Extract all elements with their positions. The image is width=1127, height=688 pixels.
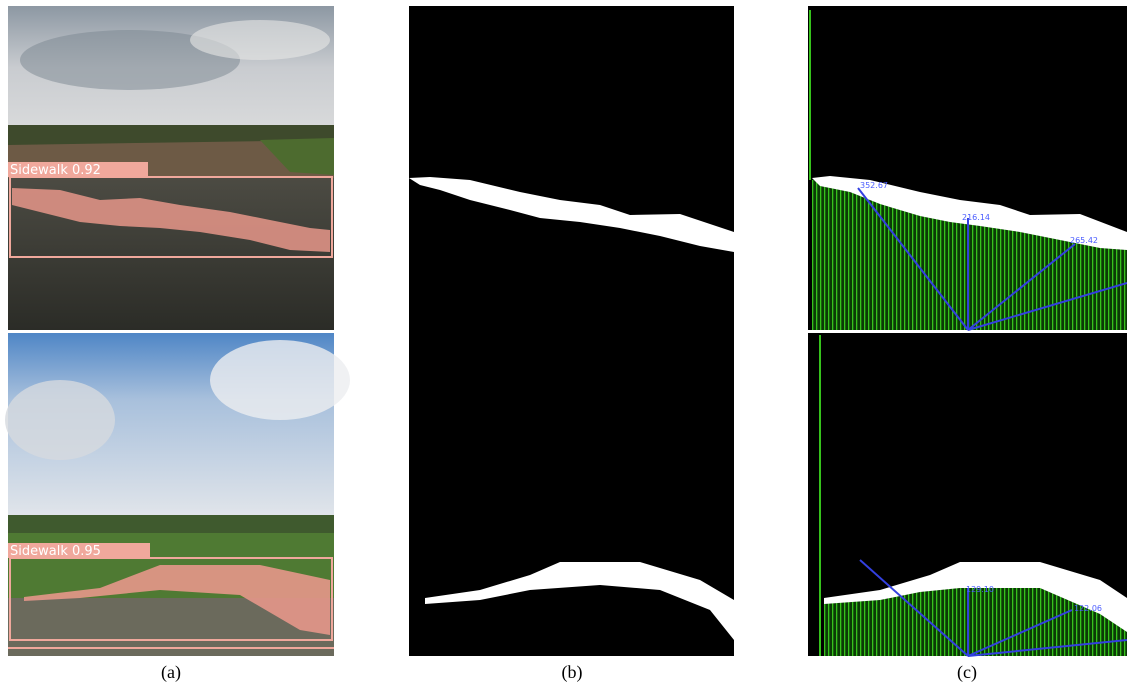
panel-a-top: Sidewalk 0.92 [8, 6, 334, 330]
measurement-label: 129.10 [966, 585, 994, 594]
panel-b [409, 6, 734, 656]
measurement-label: 122.06 [1074, 604, 1102, 613]
detection-label: Sidewalk 0.92 [10, 163, 101, 178]
figure: Sidewalk 0.92 Sidewalk 0.95 352.67 [0, 0, 1127, 688]
measurement-label: 352.67 [860, 181, 888, 190]
panel-c-bottom: 129.10 122.06 [808, 333, 1127, 656]
detection-label: Sidewalk 0.95 [10, 544, 101, 559]
caption: (b) [562, 662, 583, 683]
caption: (a) [161, 662, 181, 683]
panel-a-bottom: Sidewalk 0.95 [5, 333, 350, 656]
panel-c-top: 352.67 216.14 265.42 [808, 6, 1127, 330]
measurement-label: 216.14 [962, 213, 990, 222]
caption: (c) [957, 662, 977, 683]
measurement-label: 265.42 [1070, 236, 1098, 245]
